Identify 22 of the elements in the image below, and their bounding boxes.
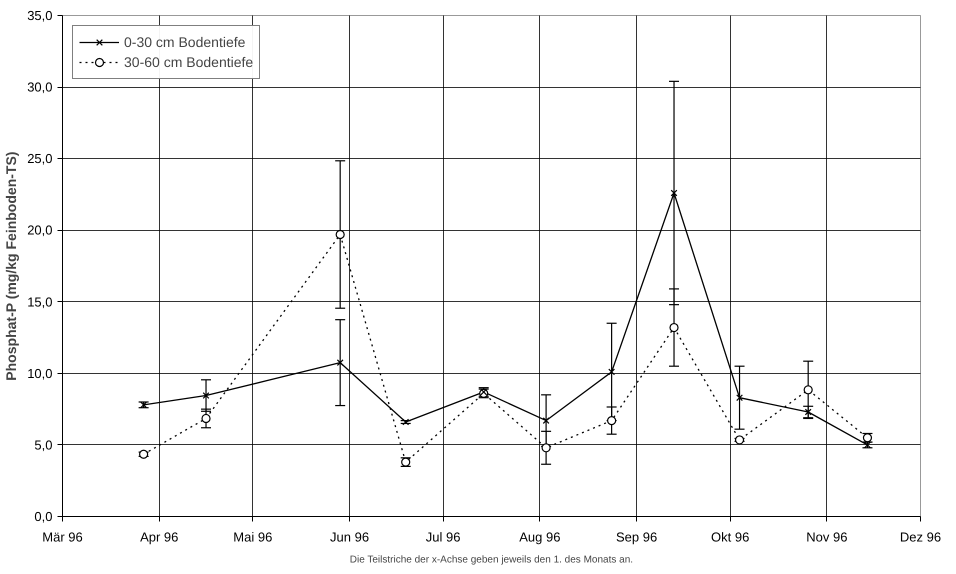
x-tick-label: Nov 96 bbox=[806, 530, 848, 544]
x-tick-label: Jun 96 bbox=[330, 530, 370, 544]
x-tick-label: Okt 96 bbox=[711, 530, 750, 544]
y-tick-label: 15,0 bbox=[27, 294, 53, 310]
text: Die Teilstriche der x-Achse geben jeweils den 1. des Monats an. bbox=[350, 554, 634, 566]
x-tick-label: Sep 96 bbox=[616, 530, 658, 544]
legend-label: 30-60 cm Bodentiefe bbox=[124, 54, 254, 70]
y-tick-label: 25,0 bbox=[27, 151, 53, 166]
x-tick-label: Jul 96 bbox=[426, 530, 460, 544]
x-tick-label: Dez 96 bbox=[900, 530, 942, 544]
x-tick-label: Aug 96 bbox=[519, 530, 560, 544]
y-tick-label: 20,0 bbox=[27, 222, 53, 238]
y-tick-label: 5,0 bbox=[34, 437, 53, 452]
x-tick-label: Mai 96 bbox=[233, 530, 272, 544]
x-tick-label: Mär 96 bbox=[42, 530, 83, 544]
y-tick-label: 35,0 bbox=[27, 8, 53, 23]
y-axis-title: Phosphat-P (mg/kg Feinboden-TS) bbox=[3, 152, 20, 381]
y-tick-label: 30,0 bbox=[27, 80, 53, 95]
y-tick-label: 10,0 bbox=[27, 366, 53, 381]
y-tick-label: 0,0 bbox=[34, 509, 53, 524]
legend-label: 0-30 cm Bodentiefe bbox=[124, 34, 246, 50]
x-tick-label: Apr 96 bbox=[140, 530, 178, 544]
